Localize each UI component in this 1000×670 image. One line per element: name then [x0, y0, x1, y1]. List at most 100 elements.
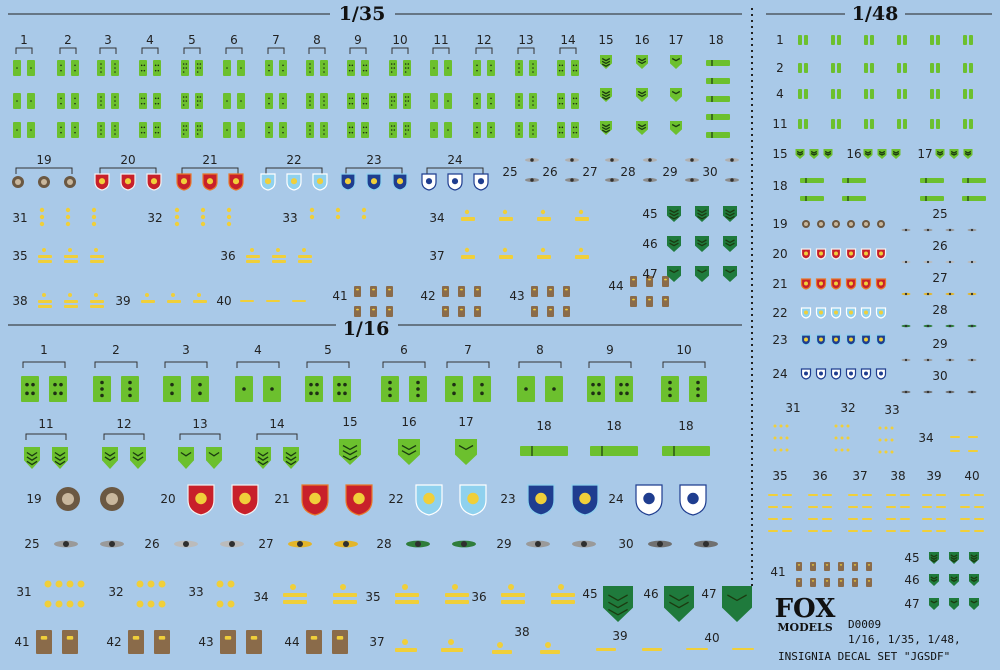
rank-star [60, 69, 62, 72]
rank-star [30, 100, 32, 102]
patch-1-35 [531, 306, 538, 317]
patch-mark [664, 278, 667, 281]
rank-tab [181, 93, 189, 109]
shoulder-rank-1-16 [21, 376, 39, 402]
chevron-stripe [697, 209, 707, 214]
rank-tab [903, 89, 907, 99]
rank-star [390, 71, 393, 73]
patch-1-48 [838, 578, 844, 587]
chevron-stripe [725, 239, 735, 244]
patch-1-48 [810, 562, 816, 571]
bar-1-35 [167, 300, 181, 303]
rank-star [518, 67, 520, 69]
patch-mark [66, 636, 74, 640]
chevron-number-1-16: 11 [38, 417, 53, 431]
rank-star [518, 71, 520, 73]
rank-star [185, 67, 188, 69]
dark-chevron-1-48 [929, 574, 939, 586]
rank-tab [195, 122, 203, 138]
shield-1-48 [830, 307, 842, 319]
emblem-number-1-48: 21 [772, 277, 787, 291]
pin-dot [846, 436, 850, 440]
rank-tab [403, 60, 411, 76]
rank-tab [864, 63, 868, 73]
rank-tab [361, 122, 369, 138]
emblem-number-1-48: 19 [772, 217, 787, 231]
bar-1-48 [822, 506, 832, 508]
shield-device [344, 178, 352, 185]
rank-tab [936, 35, 940, 45]
chevron-stripe [697, 242, 707, 247]
rank-star [143, 131, 146, 134]
chevron-number-1-16: 13 [192, 417, 207, 431]
rank-star [114, 100, 116, 102]
heading-1-16: 1/16 [343, 318, 390, 340]
big-chevron-1-16 [455, 439, 477, 465]
rank-star [16, 129, 18, 131]
rank-star [575, 102, 578, 105]
rank-star [309, 100, 311, 102]
pin-dot [145, 293, 149, 297]
wing-center [904, 358, 908, 362]
pin-dot [174, 221, 180, 227]
rank-star [140, 64, 143, 67]
pin-1-35 [361, 214, 367, 220]
chevron-stripe [601, 126, 611, 131]
wing-center [970, 260, 974, 264]
patch-number-1-35: 44 [608, 279, 623, 293]
pin-1-35 [39, 214, 45, 220]
strip-body [706, 132, 730, 138]
wing-center [530, 158, 534, 162]
rank-tab [837, 119, 841, 129]
pin-1-35 [200, 221, 206, 227]
chevron-stripe [458, 444, 474, 451]
rank-star [337, 391, 341, 396]
patch-mark [648, 298, 651, 301]
chevron-stripe [26, 460, 38, 466]
chevron-body [455, 439, 477, 465]
rank-star [490, 69, 492, 72]
dark-chevron-1-35 [667, 236, 681, 252]
shield-device [819, 371, 823, 376]
patch-1-35 [547, 286, 554, 297]
shoulder-rank-1-16 [49, 376, 67, 402]
rank-tab [265, 93, 273, 109]
pin-1-16 [136, 580, 144, 588]
shield-1-35 [260, 173, 276, 191]
wreath-1-48 [802, 220, 810, 228]
chevron-number-1-35: 16 [634, 33, 649, 47]
chevron-stripe [936, 150, 944, 154]
rank-star [157, 64, 160, 67]
rank-star [154, 97, 157, 100]
patch-1-48 [838, 562, 844, 571]
bar-1-48 [862, 530, 872, 532]
chevron-stripe [285, 451, 297, 457]
emblem-number-1-16: 24 [608, 492, 623, 506]
rank-star [561, 126, 564, 129]
insignia-number-1-48: 38 [890, 469, 905, 483]
rank-tab [897, 119, 901, 129]
chevron-stripe [257, 460, 269, 466]
rank-tab [870, 63, 874, 73]
rank-star [270, 387, 274, 391]
rank-star [309, 63, 311, 65]
strip-1-48 [800, 196, 824, 201]
chevron-body [398, 439, 420, 465]
pin-1-35 [226, 221, 232, 227]
wing-1-48 [923, 324, 933, 328]
shield-device [864, 371, 868, 376]
patch-body [354, 306, 361, 317]
chevron-number-1-16: 12 [116, 417, 131, 431]
rank-star [362, 131, 365, 134]
shield-device [804, 371, 808, 376]
rank-star [60, 64, 62, 67]
rank-star [16, 100, 18, 102]
rank-star [572, 131, 575, 134]
rank-star [157, 102, 160, 105]
rank-star [572, 126, 575, 129]
shoulder-rank-1-35 [557, 122, 565, 138]
pin-dot [158, 580, 166, 588]
dark-chevron-1-35 [723, 206, 737, 222]
shoulder-rank-1-35 [487, 60, 495, 76]
rank-tab [969, 89, 973, 99]
